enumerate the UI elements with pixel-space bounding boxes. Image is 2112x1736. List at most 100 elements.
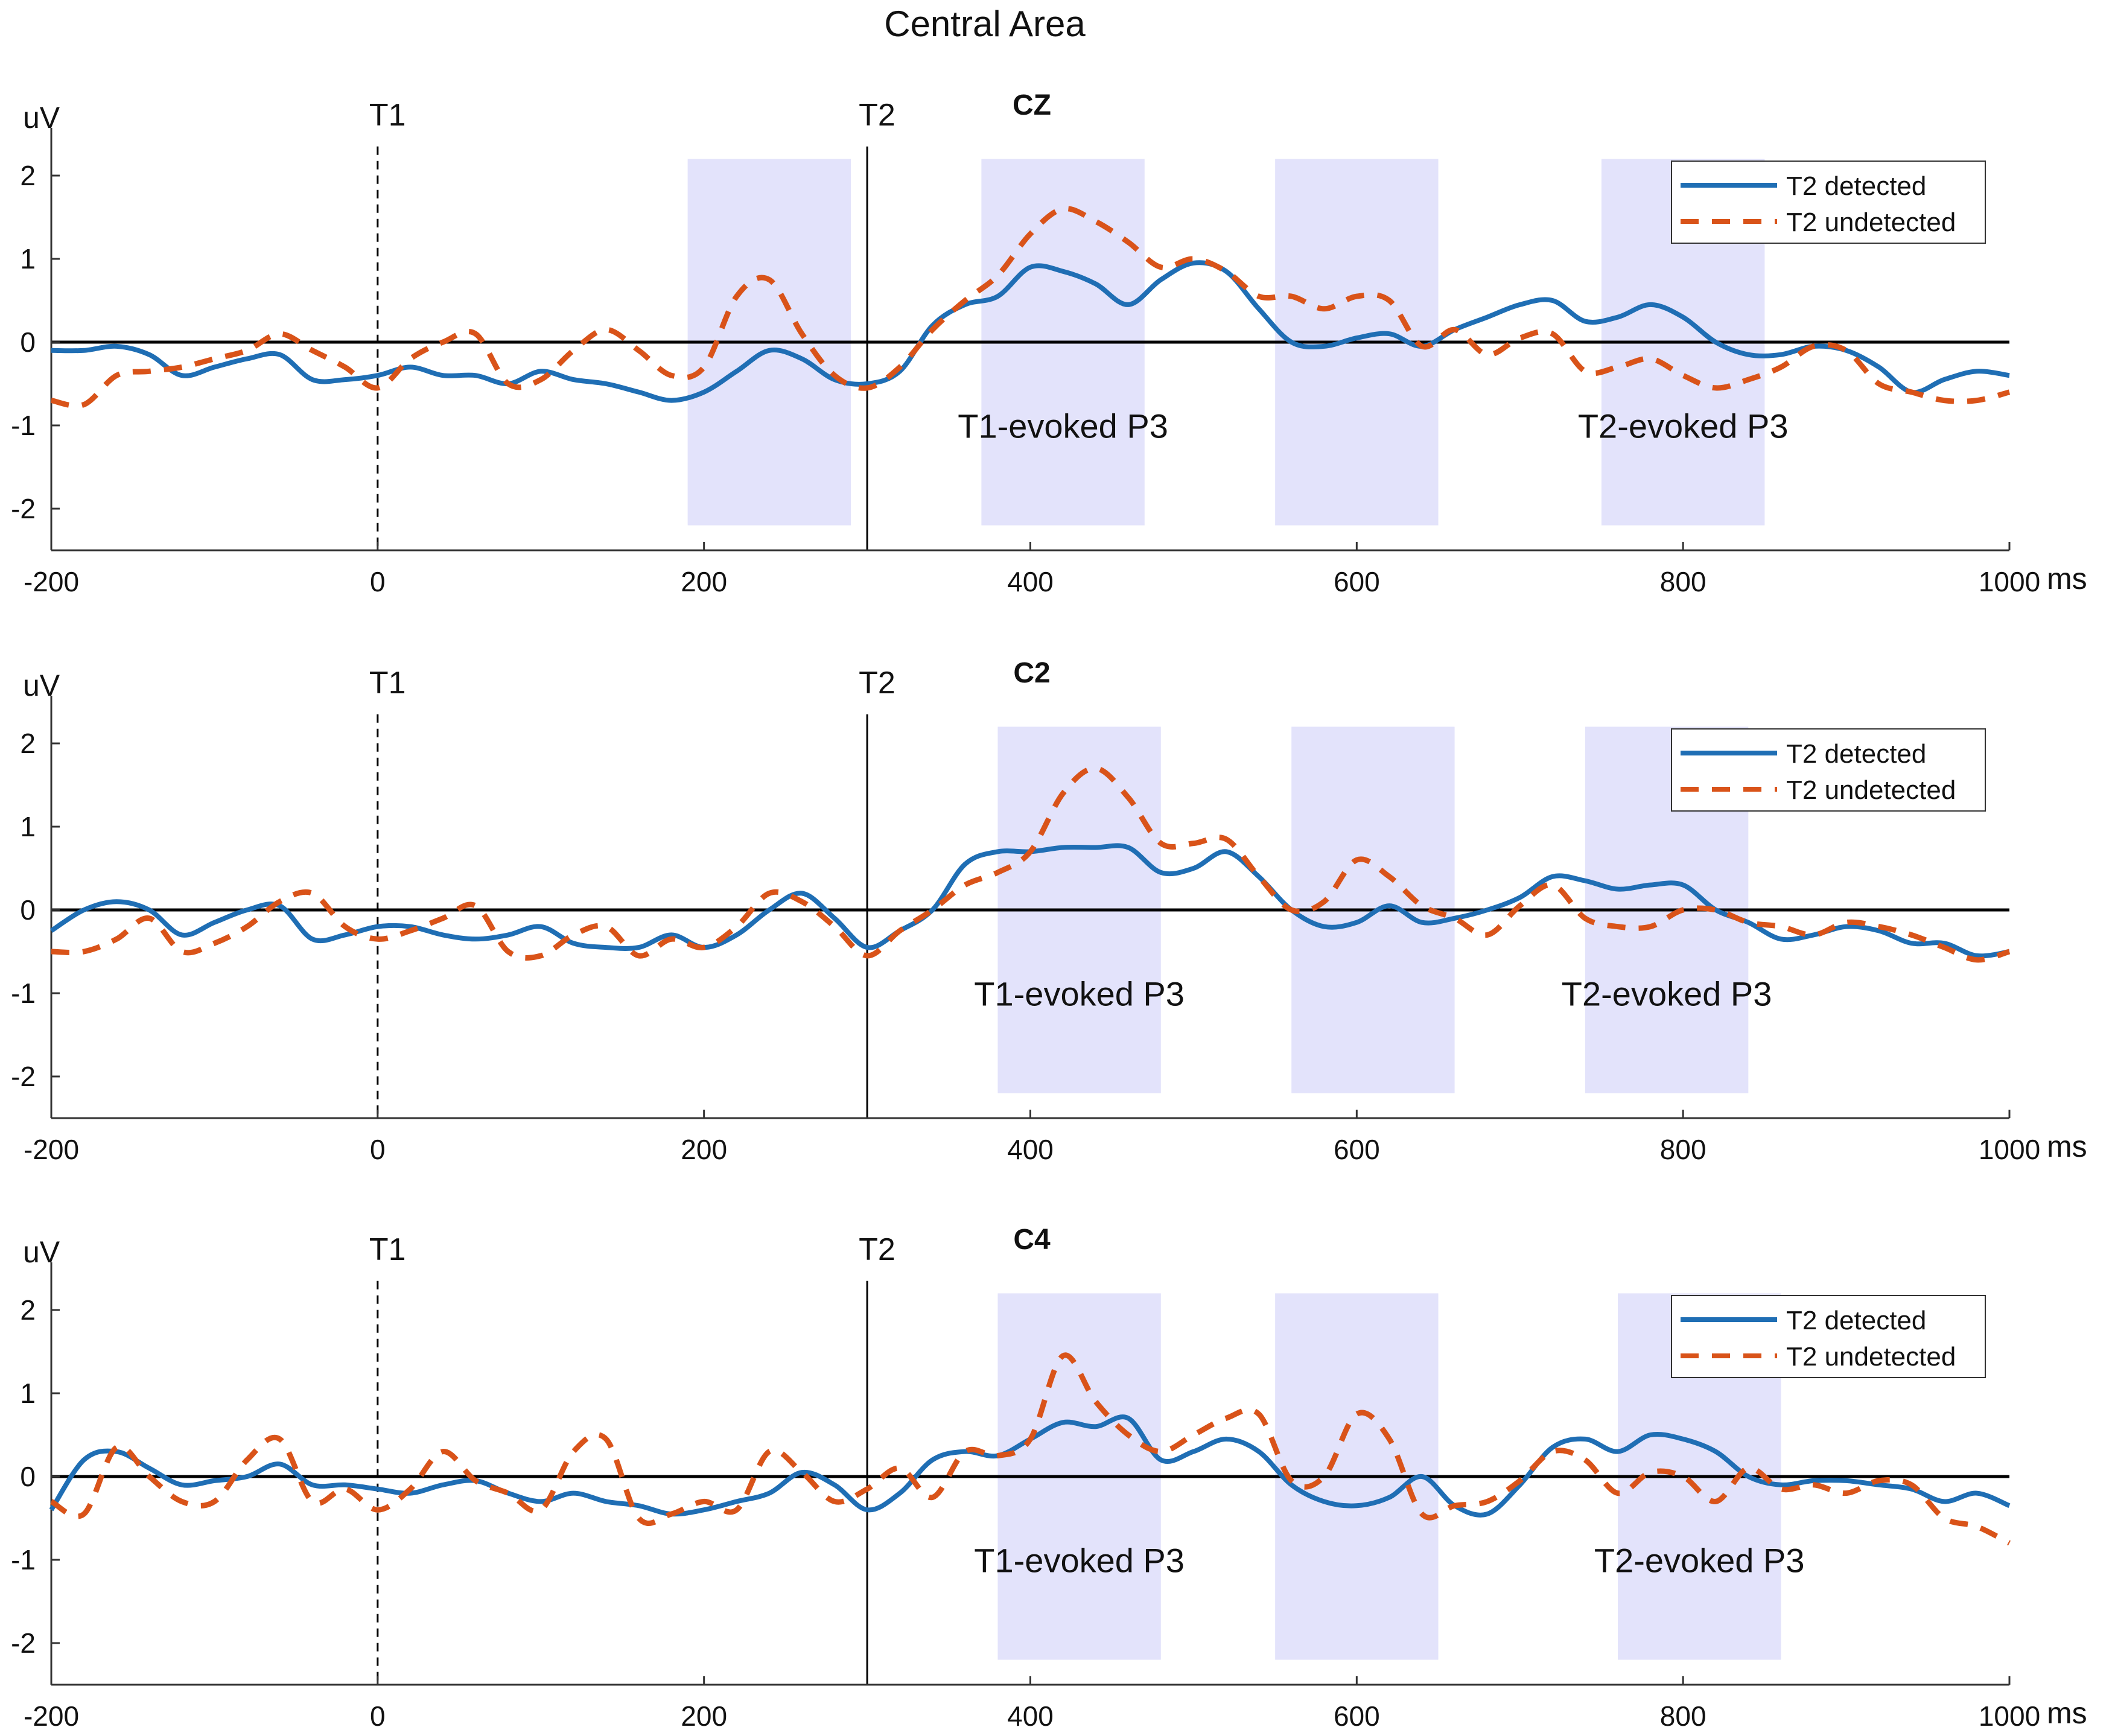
data-point bbox=[1193, 262, 1194, 264]
data-point bbox=[279, 1463, 281, 1464]
data-point bbox=[801, 333, 803, 334]
data-point bbox=[1617, 1493, 1618, 1494]
data-point bbox=[279, 901, 281, 902]
data-point bbox=[214, 922, 215, 923]
data-point bbox=[1388, 876, 1390, 877]
x-tick-label: 400 bbox=[1007, 566, 1054, 597]
x-axis-label: ms bbox=[2047, 562, 2087, 596]
data-point bbox=[899, 930, 900, 932]
data-point bbox=[605, 383, 606, 384]
data-point bbox=[769, 279, 770, 281]
event-marker-label: T1 bbox=[369, 666, 406, 701]
data-point bbox=[475, 905, 476, 906]
data-point bbox=[1063, 847, 1064, 848]
data-point bbox=[1682, 317, 1684, 318]
data-point bbox=[605, 947, 606, 948]
data-point bbox=[148, 1467, 150, 1469]
data-point bbox=[51, 1509, 52, 1510]
window-label: T1-evoked P3 bbox=[958, 407, 1168, 445]
data-point bbox=[1878, 366, 1880, 367]
data-point bbox=[1063, 271, 1064, 272]
data-point bbox=[1323, 308, 1325, 310]
data-point bbox=[834, 1484, 835, 1486]
data-point bbox=[1193, 868, 1194, 869]
y-tick-label: -1 bbox=[11, 1544, 36, 1575]
data-point bbox=[116, 346, 117, 347]
data-point bbox=[345, 1484, 346, 1486]
data-point bbox=[1748, 379, 1749, 380]
data-point bbox=[83, 350, 84, 351]
data-point bbox=[1291, 1484, 1292, 1486]
data-point bbox=[736, 1501, 737, 1502]
data-point bbox=[605, 926, 606, 927]
data-point bbox=[442, 342, 444, 343]
data-point bbox=[1878, 930, 1880, 932]
data-point bbox=[932, 909, 933, 911]
data-point bbox=[1258, 296, 1259, 297]
data-point bbox=[638, 955, 640, 956]
data-point bbox=[671, 934, 672, 935]
data-point bbox=[377, 926, 378, 927]
data-point bbox=[1780, 1489, 1781, 1490]
data-point bbox=[769, 1493, 770, 1494]
data-point bbox=[1519, 905, 1521, 906]
data-point bbox=[1356, 337, 1357, 339]
data-point bbox=[1226, 271, 1227, 272]
data-point bbox=[801, 1472, 803, 1473]
data-point bbox=[834, 1501, 835, 1502]
data-point bbox=[442, 918, 444, 919]
data-point bbox=[1454, 1505, 1455, 1506]
y-tick-label: -1 bbox=[11, 410, 36, 441]
data-point bbox=[1160, 1459, 1162, 1460]
data-point bbox=[116, 901, 117, 902]
window-label: T2-evoked P3 bbox=[1562, 975, 1772, 1013]
data-point bbox=[247, 909, 248, 911]
data-point bbox=[51, 1501, 52, 1502]
data-point bbox=[1976, 370, 1977, 372]
data-point bbox=[83, 404, 84, 405]
legend-label: T2 undetected bbox=[1786, 1342, 1956, 1372]
data-point bbox=[1813, 1480, 1815, 1481]
data-point bbox=[1030, 851, 1031, 852]
data-point bbox=[1944, 1518, 1945, 1519]
data-point bbox=[214, 1501, 215, 1502]
data-point bbox=[540, 1509, 541, 1510]
x-tick-label: -200 bbox=[24, 1700, 79, 1732]
y-tick-label: 1 bbox=[20, 1378, 36, 1409]
window-label: T2-evoked P3 bbox=[1578, 407, 1789, 445]
data-point bbox=[1323, 1476, 1325, 1477]
data-point bbox=[442, 1451, 444, 1452]
data-point bbox=[1976, 1526, 1977, 1527]
data-point bbox=[1552, 333, 1553, 334]
data-point bbox=[1193, 1451, 1194, 1452]
data-point bbox=[1715, 1451, 1716, 1452]
data-point bbox=[1095, 847, 1096, 848]
data-point bbox=[1682, 885, 1684, 886]
data-point bbox=[181, 375, 182, 376]
data-point bbox=[769, 909, 770, 911]
data-point bbox=[1878, 926, 1880, 927]
data-point bbox=[1911, 1484, 1912, 1486]
data-point bbox=[1617, 366, 1618, 367]
data-point bbox=[148, 918, 150, 919]
data-point bbox=[148, 1476, 150, 1477]
data-point bbox=[312, 379, 313, 380]
data-point bbox=[1193, 843, 1194, 844]
data-point bbox=[1911, 392, 1912, 393]
data-point bbox=[1617, 317, 1618, 318]
data-point bbox=[83, 1513, 84, 1515]
data-point bbox=[638, 1518, 640, 1519]
data-point bbox=[1226, 1439, 1227, 1440]
data-point bbox=[1063, 793, 1064, 794]
data-point bbox=[181, 1484, 182, 1486]
data-point bbox=[540, 1501, 541, 1502]
data-point bbox=[899, 1493, 900, 1494]
data-point bbox=[148, 354, 150, 355]
x-tick-label: 200 bbox=[681, 1134, 727, 1165]
data-point bbox=[1650, 358, 1651, 360]
data-point bbox=[605, 329, 606, 330]
data-point bbox=[345, 379, 346, 380]
data-point bbox=[312, 892, 313, 894]
data-point bbox=[704, 1501, 705, 1502]
data-point bbox=[1617, 889, 1618, 890]
